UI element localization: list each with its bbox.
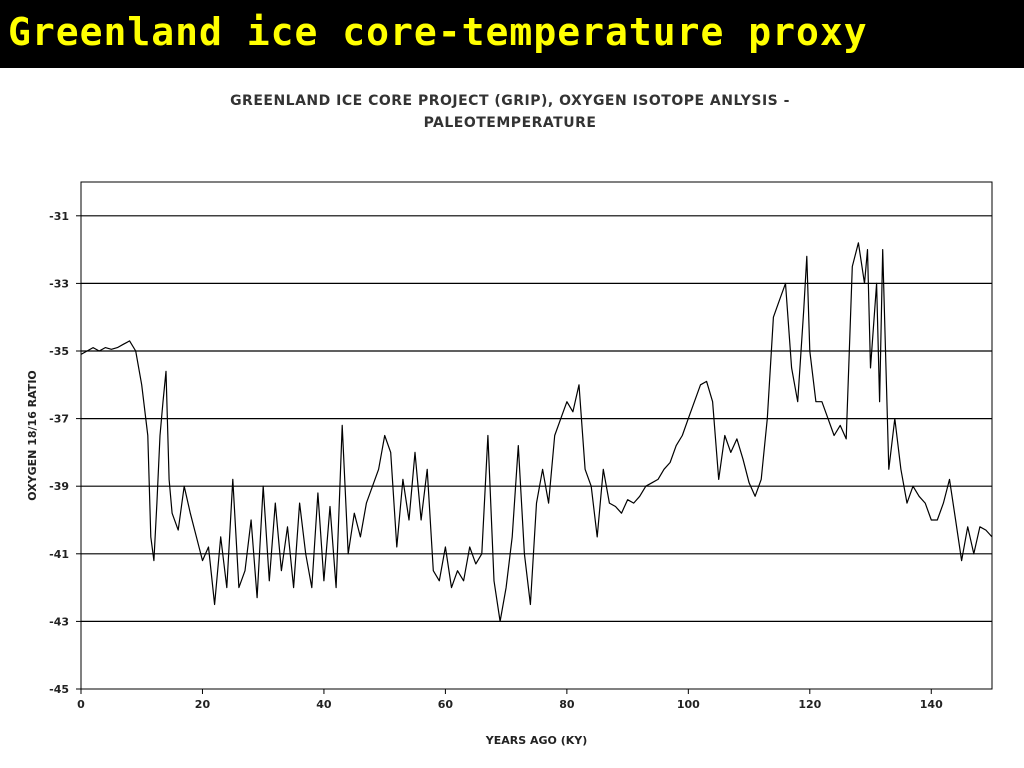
y-tick-label-5: -41 bbox=[49, 548, 69, 561]
chart-title-line-2: PALEOTEMPERATURE bbox=[423, 115, 597, 131]
x-tick-label-4: 80 bbox=[559, 698, 575, 711]
y-axis-label: OXYGEN 18/16 RATIO bbox=[26, 370, 39, 501]
chart-title-line-1: GREENLAND ICE CORE PROJECT (GRIP), OXYGE… bbox=[230, 93, 790, 109]
series-layer bbox=[80, 242, 993, 622]
x-tick-label-3: 60 bbox=[438, 698, 454, 711]
chart-title: GREENLAND ICE CORE PROJECT (GRIP), OXYGE… bbox=[160, 90, 860, 134]
y-tick-label-7: -45 bbox=[49, 683, 69, 696]
x-tick-label-1: 20 bbox=[195, 698, 211, 711]
slide-title: Greenland ice core-temperature proxy bbox=[8, 10, 868, 54]
x-axis-label: YEARS AGO (KY) bbox=[485, 734, 587, 747]
plot-frame bbox=[80, 181, 993, 690]
y-tick-label-6: -43 bbox=[49, 615, 69, 628]
x-axis-ticks: 0 20 40 60 80 100 120 140 bbox=[77, 689, 943, 711]
slide-title-bar: Greenland ice core-temperature proxy bbox=[0, 0, 1024, 68]
y-tick-label-0: -31 bbox=[49, 210, 69, 223]
x-tick-label-0: 0 bbox=[77, 698, 85, 711]
x-tick-label-7: 140 bbox=[920, 698, 943, 711]
y-tick-label-2: -35 bbox=[49, 345, 69, 358]
series-line-0 bbox=[80, 242, 993, 622]
y-axis-ticks: -31 -33 -35 -37 -39 -41 -43 -45 bbox=[49, 210, 81, 696]
y-tick-label-4: -39 bbox=[49, 480, 69, 493]
x-tick-label-2: 40 bbox=[316, 698, 332, 711]
y-tick-label-3: -37 bbox=[49, 413, 69, 426]
gridlines bbox=[81, 215, 992, 623]
x-tick-label-6: 120 bbox=[798, 698, 821, 711]
y-tick-label-1: -33 bbox=[49, 277, 69, 290]
x-tick-label-5: 100 bbox=[677, 698, 700, 711]
